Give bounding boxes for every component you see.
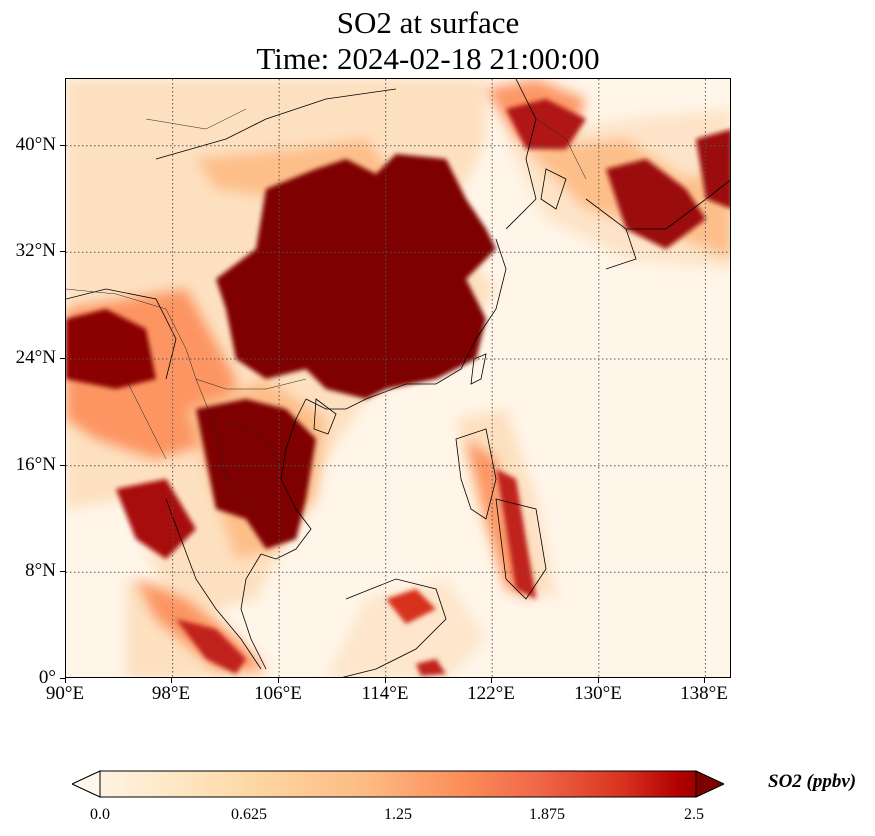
colorbar-tick-3: 1.875 [529,806,565,823]
lat-tick [60,571,65,572]
lon-label-106e: 106°E [254,683,302,704]
gridlines [66,79,730,677]
lat-label-0: 0° [38,667,56,688]
map-panel[interactable] [65,78,731,678]
colorbar-label: SO2 (ppbv) [768,771,857,792]
lon-label-122e: 122°E [467,683,515,704]
lat-tick [60,465,65,466]
colorbar-tick-2: 1.25 [384,806,412,823]
lon-label-98e: 98°E [151,683,191,704]
plot-time: Time: 2024-02-18 21:00:00 [256,41,600,76]
lon-tick [598,678,599,683]
high-concentration [66,99,730,676]
coastlines [66,79,730,677]
lat-label-16n: 16°N [15,454,56,475]
colorbar-tick-0: 0.0 [90,806,110,823]
plot-title: SO2 at surface [336,5,520,40]
lat-label-40n: 40°N [15,134,56,155]
colorbar-extend-low [72,770,101,798]
colorbar-extend-high [695,770,724,798]
lat-tick [60,145,65,146]
lat-tick [60,358,65,359]
colorbar [72,770,724,798]
so2-field-map [66,79,730,677]
lat-label-8n: 8°N [25,560,56,581]
lon-label-90e: 90°E [45,683,85,704]
lon-label-114e: 114°E [361,683,409,704]
lon-tick [278,678,279,683]
lat-label-24n: 24°N [15,347,56,368]
colorbar-gradient [72,770,724,798]
lat-tick [60,251,65,252]
lon-tick [491,678,492,683]
colorbar-tick-1: 0.625 [231,806,267,823]
lat-tick [60,678,65,679]
lat-label-32n: 32°N [15,240,56,261]
lon-tick [385,678,386,683]
country-borders [66,108,587,510]
lon-label-138e: 138°E [680,683,728,704]
colorbar-tick-4: 2.5 [684,806,704,823]
lon-label-130e: 130°E [574,683,622,704]
lon-tick [704,678,705,683]
lon-tick [65,678,66,683]
lon-tick [171,678,172,683]
